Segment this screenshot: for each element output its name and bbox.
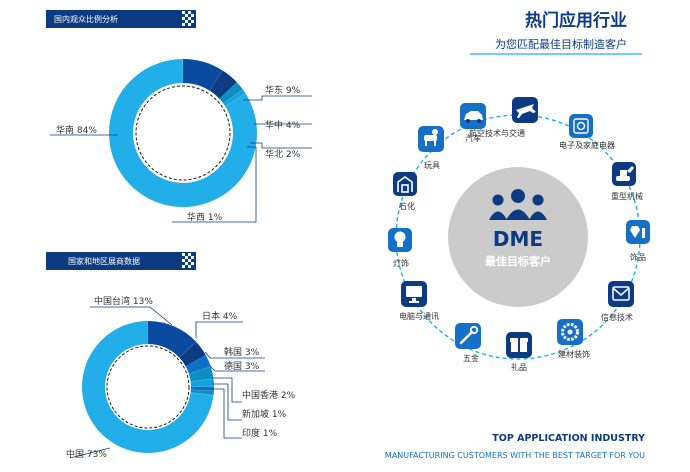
exhibitor-slice-1	[179, 341, 206, 367]
jewelry-icon	[630, 226, 645, 238]
industry-label-aviation: 航空技术与交通	[469, 128, 525, 138]
exhibitor-dashed-ring	[106, 345, 190, 429]
footer-subtitle: MANUFACTURING CUSTOMERS WITH THE BEST TA…	[385, 451, 645, 460]
dme-logo: DME	[493, 227, 543, 251]
domestic-section: 国内观众比例分析 华东 9% 华中 4% 华北 2% 华西 1% 华南 84%	[46, 10, 312, 223]
industry-subtitle: 为您匹配最佳目标制造客户	[495, 37, 627, 51]
domestic-slice-2	[219, 82, 243, 104]
industry-item-toys[interactable]: 玩具	[418, 126, 444, 170]
exhibitor-slice-2	[185, 355, 211, 374]
appliance-icon	[573, 118, 589, 134]
industry-item-building[interactable]: 建材装饰	[557, 319, 590, 359]
checker-pattern	[182, 11, 194, 26]
domestic-title-bar	[46, 10, 196, 28]
exhibitor-section: 国家和地区展商数据 中国台湾 13% 日本 4% 韩国 3% 德国 3% 中国香…	[46, 252, 296, 460]
center-caption: 最佳目标客户	[485, 254, 551, 268]
industry-label-toys: 玩具	[424, 161, 440, 170]
industry-item-electronics[interactable]: 电子及家庭电器	[559, 114, 615, 150]
exhibitor-label-china: 中国 73%	[66, 448, 107, 460]
industry-item-petrochemical[interactable]: 石化	[393, 172, 417, 211]
airplane-icon	[516, 104, 536, 118]
exhibitor-slice-3	[188, 366, 214, 382]
industry-item-jewelry[interactable]: 饰品	[626, 220, 650, 262]
exhibitor-slice-5	[190, 387, 214, 392]
exhibitor-label-singapore: 新加坡 1%	[242, 408, 287, 420]
domestic-label-north: 华北 2%	[265, 148, 301, 160]
industry-label-gifts: 礼品	[511, 362, 527, 372]
domestic-dashed-ring	[135, 85, 231, 181]
exhibitor-chart-title: 国家和地区展商数据	[68, 256, 140, 266]
industry-item-hardware[interactable]: 五金	[455, 323, 481, 363]
gear-icon	[561, 323, 579, 341]
industry-item-heavy-machinery[interactable]: 重型机械	[611, 162, 643, 201]
footer-title: TOP APPLICATION INDUSTRY	[492, 433, 645, 444]
industry-section: 热门应用行业 为您匹配最佳目标制造客户 DME 最佳目标客户 航空技术与交通	[385, 10, 650, 460]
exhibitor-slice-0	[148, 321, 197, 358]
industry-label-computers: 电脑与通讯	[399, 311, 439, 321]
domestic-donut	[108, 59, 257, 207]
industry-item-gifts[interactable]: 礼品	[506, 332, 532, 372]
checker-pattern-2	[182, 253, 194, 268]
exhibitor-leaders	[69, 306, 265, 459]
industry-label-heavy-machinery: 重型机械	[611, 191, 643, 201]
domestic-label-west: 华西 1%	[187, 211, 223, 223]
monitor-icon	[406, 286, 422, 303]
people-icon	[489, 189, 547, 220]
industry-item-computers[interactable]: 电脑与通讯	[399, 281, 439, 321]
industry-item-lighting[interactable]: 灯饰	[388, 228, 412, 268]
industry-label-automotive: 汽车	[465, 133, 481, 143]
exhibitor-slice-4	[190, 378, 214, 387]
center-gray-circle	[448, 167, 588, 307]
domestic-label-east: 华东 9%	[265, 84, 301, 96]
exhibitor-label-hongkong: 中国香港 2%	[242, 389, 296, 401]
exhibitor-label-germany: 德国 3%	[224, 360, 260, 372]
industry-item-aviation[interactable]: 航空技术与交通	[469, 97, 538, 138]
exhibitor-label-india: 印度 1%	[242, 427, 278, 439]
exhibitor-title-bar	[46, 252, 196, 270]
gift-icon	[510, 338, 528, 352]
industry-label-lighting: 灯饰	[393, 258, 409, 268]
exhibitor-label-japan: 日本 4%	[202, 310, 238, 322]
domestic-leaders	[50, 95, 312, 223]
industry-label-petrochemical: 石化	[399, 201, 415, 211]
wrench-icon	[459, 325, 479, 345]
exhibitor-donut	[82, 321, 214, 453]
toy-horse-icon	[424, 129, 438, 146]
exhibitor-label-korea: 韩国 3%	[224, 346, 260, 358]
excavator-icon	[616, 166, 634, 181]
industry-label-it: 信息技术	[601, 312, 633, 322]
domestic-slice-1	[209, 70, 237, 99]
bulb-icon	[394, 231, 406, 247]
industry-item-it[interactable]: 信息技术	[601, 281, 634, 322]
industry-label-electronics: 电子及家庭电器	[559, 140, 615, 150]
industry-label-hardware: 五金	[463, 353, 479, 363]
industry-title: 热门应用行业	[525, 10, 627, 31]
exhibitor-label-taiwan: 中国台湾 13%	[94, 295, 153, 307]
domestic-label-central: 华中 4%	[265, 119, 301, 131]
domestic-slice-4	[108, 59, 257, 207]
industry-label-jewelry: 饰品	[630, 252, 646, 262]
mail-icon	[612, 286, 630, 301]
domestic-slice-3	[223, 89, 246, 107]
industry-item-automotive[interactable]: 汽车	[460, 103, 486, 143]
industry-label-building: 建材装饰	[558, 349, 590, 359]
domestic-slice-0	[183, 59, 223, 91]
domestic-label-south: 华南 84%	[56, 124, 97, 136]
exhibitor-slice-7	[82, 321, 214, 453]
domestic-chart-title: 国内观众比例分析	[54, 14, 118, 24]
exhibitor-slice-6	[190, 389, 214, 396]
plant-icon	[397, 176, 413, 193]
car-icon	[464, 111, 483, 123]
